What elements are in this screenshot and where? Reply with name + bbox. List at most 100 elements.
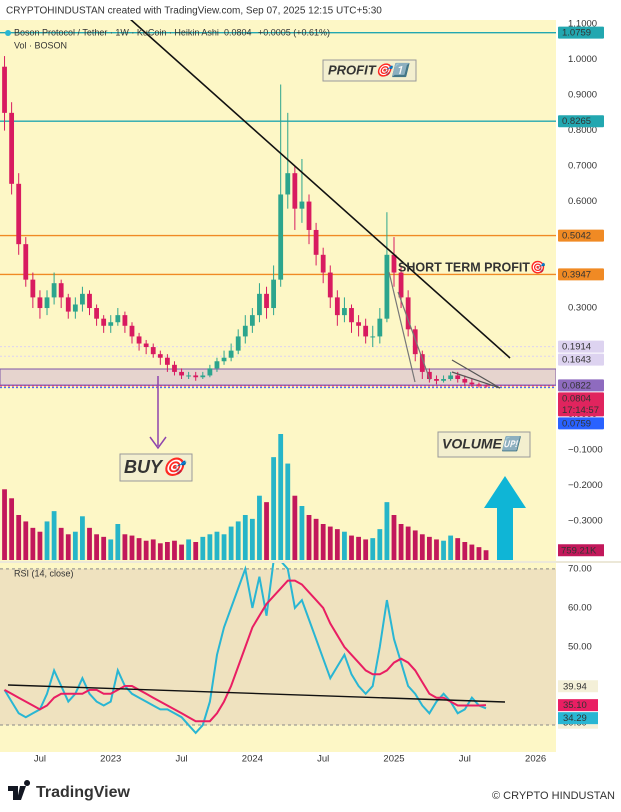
candle-body bbox=[342, 308, 347, 316]
y-tick-label: −0.1000 bbox=[568, 445, 603, 456]
candle-body bbox=[434, 379, 439, 381]
last-price: 0.0804 bbox=[224, 27, 252, 37]
trendline bbox=[397, 291, 431, 381]
volume-bar bbox=[72, 531, 78, 560]
x-tick-label: 2025 bbox=[383, 754, 404, 765]
candle-body bbox=[412, 329, 418, 355]
price-label: 0.1643 bbox=[562, 355, 591, 366]
candle-body bbox=[51, 283, 57, 298]
price-pane bbox=[0, 20, 556, 561]
volume-label-box bbox=[558, 544, 604, 557]
candle-body bbox=[334, 297, 340, 316]
volume-bar bbox=[193, 542, 199, 560]
rsi-level-label: 39.94 bbox=[563, 681, 587, 692]
watermark: © CRYPTO HINDUSTAN bbox=[492, 790, 615, 802]
candle-body bbox=[179, 371, 184, 376]
x-tick-label: Jul bbox=[459, 754, 471, 765]
volume-bar bbox=[264, 502, 269, 560]
candle-body bbox=[228, 350, 234, 358]
short-term-label: SHORT TERM PROFIT🎯 bbox=[398, 260, 546, 274]
volume-bar bbox=[412, 530, 418, 560]
price-label-box bbox=[558, 353, 604, 366]
volume-bar bbox=[292, 495, 298, 560]
volume-bar bbox=[37, 531, 43, 560]
candle-body bbox=[143, 343, 149, 348]
rsi-trendline bbox=[7, 684, 506, 703]
volume-bar bbox=[200, 536, 206, 560]
candle-body bbox=[235, 336, 241, 351]
volume-bar bbox=[186, 539, 192, 560]
volume-bar bbox=[136, 538, 142, 560]
buy-box bbox=[119, 453, 193, 482]
volume-bar bbox=[16, 515, 22, 560]
volume-bar bbox=[9, 498, 15, 560]
candle-body bbox=[16, 183, 22, 245]
volume-bar bbox=[115, 524, 121, 560]
candle-body bbox=[2, 66, 7, 113]
volume-bar bbox=[249, 518, 255, 560]
candle-body bbox=[37, 297, 43, 309]
volume-bar bbox=[278, 434, 284, 560]
volume-bar bbox=[334, 529, 340, 560]
volume-bar bbox=[426, 536, 432, 560]
candle-body bbox=[193, 375, 199, 378]
volume-bar bbox=[143, 540, 149, 560]
x-tick-label: 2023 bbox=[100, 754, 121, 765]
x-tick-label: Jul bbox=[317, 754, 329, 765]
price-label: 0.8265 bbox=[562, 116, 591, 127]
candle-body bbox=[313, 229, 319, 255]
volume-bar bbox=[363, 539, 369, 560]
rsi-level-box bbox=[558, 680, 598, 693]
candle-body bbox=[264, 293, 269, 309]
volume-bar bbox=[299, 506, 305, 560]
candle-body bbox=[164, 357, 170, 365]
candle-body bbox=[377, 318, 383, 337]
x-tick-label: Jul bbox=[34, 754, 46, 765]
volume-bar bbox=[448, 535, 454, 560]
volume-bar bbox=[434, 539, 439, 560]
volume-bar bbox=[342, 531, 347, 560]
rsi-band bbox=[0, 568, 556, 726]
price-label-box bbox=[558, 26, 604, 39]
candle-body bbox=[285, 173, 291, 195]
price-label: 0.0804 bbox=[562, 393, 591, 404]
y-tick-label: −0.2000 bbox=[568, 480, 603, 491]
volume-bar bbox=[2, 489, 7, 560]
volume-up-arrow bbox=[484, 476, 526, 560]
volume-bar bbox=[469, 544, 475, 560]
volume-bar bbox=[122, 534, 128, 560]
volume-bar bbox=[327, 526, 333, 560]
brand: TradingView bbox=[36, 784, 131, 801]
candle-body bbox=[370, 336, 376, 338]
candle-body bbox=[271, 279, 277, 309]
profit-box bbox=[322, 59, 417, 82]
volume-bar bbox=[476, 547, 482, 560]
price-label: 0.0759 bbox=[562, 418, 591, 429]
rsi-value-label: 34.29 bbox=[563, 713, 587, 724]
volume-bar bbox=[179, 544, 184, 560]
candle-body bbox=[349, 308, 354, 323]
candle-body bbox=[363, 325, 369, 337]
candle-body bbox=[72, 304, 78, 312]
candle-body bbox=[129, 325, 135, 337]
price-label-box bbox=[558, 392, 604, 417]
volume-bar bbox=[221, 534, 227, 560]
buy-label: BUY🎯 bbox=[124, 457, 188, 477]
candle-body bbox=[214, 361, 220, 369]
volume-bar bbox=[257, 495, 262, 560]
volume-box bbox=[437, 431, 531, 458]
y-tick-label: 0.9000 bbox=[568, 90, 597, 101]
rsi-marks bbox=[0, 563, 556, 735]
x-tick-label: Jul bbox=[175, 754, 187, 765]
candle-body bbox=[30, 279, 36, 298]
price-label-box bbox=[558, 268, 604, 281]
volume-bar bbox=[129, 535, 135, 560]
volume-label: 759.21K bbox=[561, 545, 597, 556]
y-tick-label: 1.1000 bbox=[568, 19, 597, 30]
price-under bbox=[0, 32, 556, 389]
candle-body bbox=[44, 297, 50, 309]
change: +0.0005 (+0.61%) bbox=[258, 27, 330, 37]
candle-body bbox=[221, 357, 227, 362]
volume-bar bbox=[157, 543, 163, 560]
